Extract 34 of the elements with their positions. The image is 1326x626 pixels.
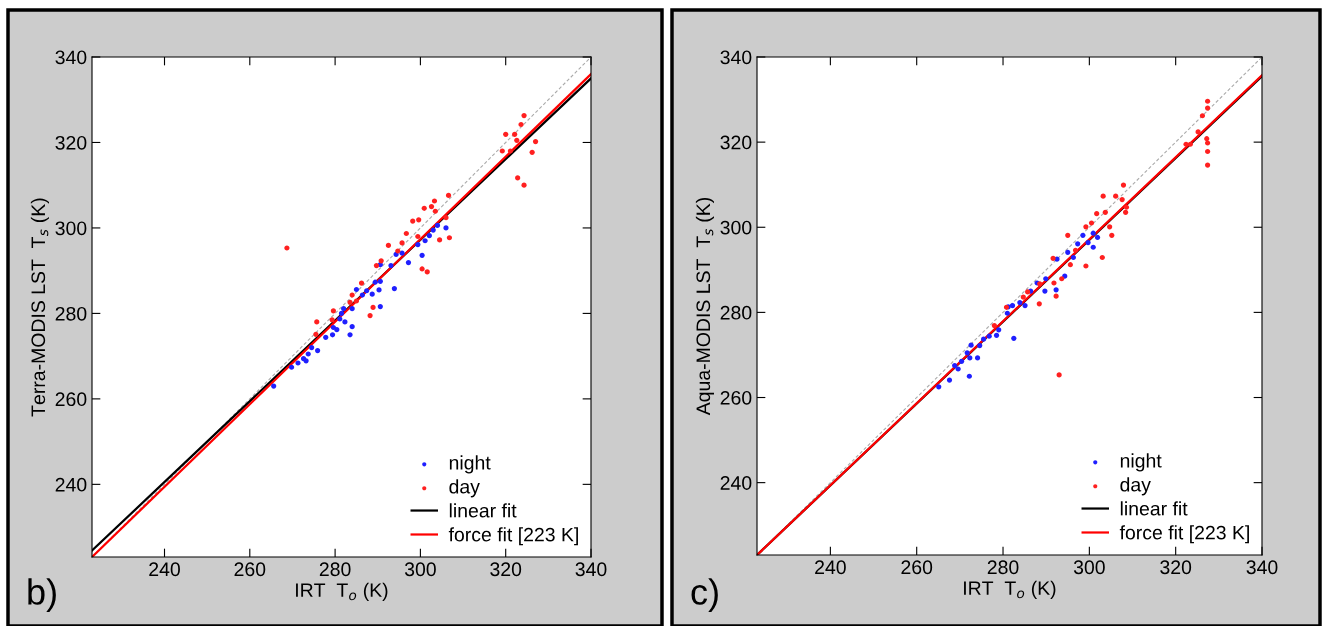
x-tick-label: 260 (234, 562, 266, 577)
legend-label: day (1120, 477, 1151, 496)
y-tick-label: 340 (55, 50, 87, 65)
x-tick-label: 340 (575, 562, 607, 577)
legend-label: force fit [223 K] (1119, 525, 1249, 544)
x-tick-label: 240 (149, 562, 180, 577)
x-axis-title: IRT T$_{o}$ (K) (964, 580, 1056, 599)
x-tick-label: 240 (815, 560, 846, 575)
y-tick-label: 280 (55, 306, 87, 321)
y-axis-title: Terra-MODIS LST T$_{s}$ (K) (30, 198, 49, 417)
text: b) (28, 578, 56, 612)
x-tick-label: 260 (901, 560, 933, 575)
y-tick-label: 300 (55, 221, 87, 236)
x-axis-title: IRT T$_{o}$ (K) (296, 582, 388, 601)
x-tick-label: 320 (490, 562, 522, 577)
x-tick-label: 320 (1160, 560, 1192, 575)
y-tick-label: 320 (720, 135, 752, 150)
x-tick-label: 280 (987, 560, 1019, 575)
y-tick-label: 300 (720, 220, 752, 235)
x-tick-label: 300 (404, 562, 436, 577)
y-tick-label: 260 (55, 392, 87, 407)
x-tick-label: 340 (1246, 560, 1278, 575)
y-axis-title: Aqua-MODIS LST T$_{s}$ (K) (695, 197, 714, 416)
legend-label: night (1120, 453, 1162, 472)
y-tick-label: 260 (720, 390, 752, 405)
x-tick-label: 280 (319, 562, 351, 577)
text: c) (691, 578, 718, 612)
y-tick-label: 280 (720, 305, 752, 320)
y-tick-label: 320 (55, 135, 87, 150)
y-tick-label: 240 (55, 477, 87, 492)
legend-label: linear fit (1120, 501, 1188, 516)
x-tick-label: 300 (1073, 560, 1105, 575)
y-tick-label: 340 (720, 50, 752, 65)
y-tick-label: 240 (720, 476, 752, 490)
